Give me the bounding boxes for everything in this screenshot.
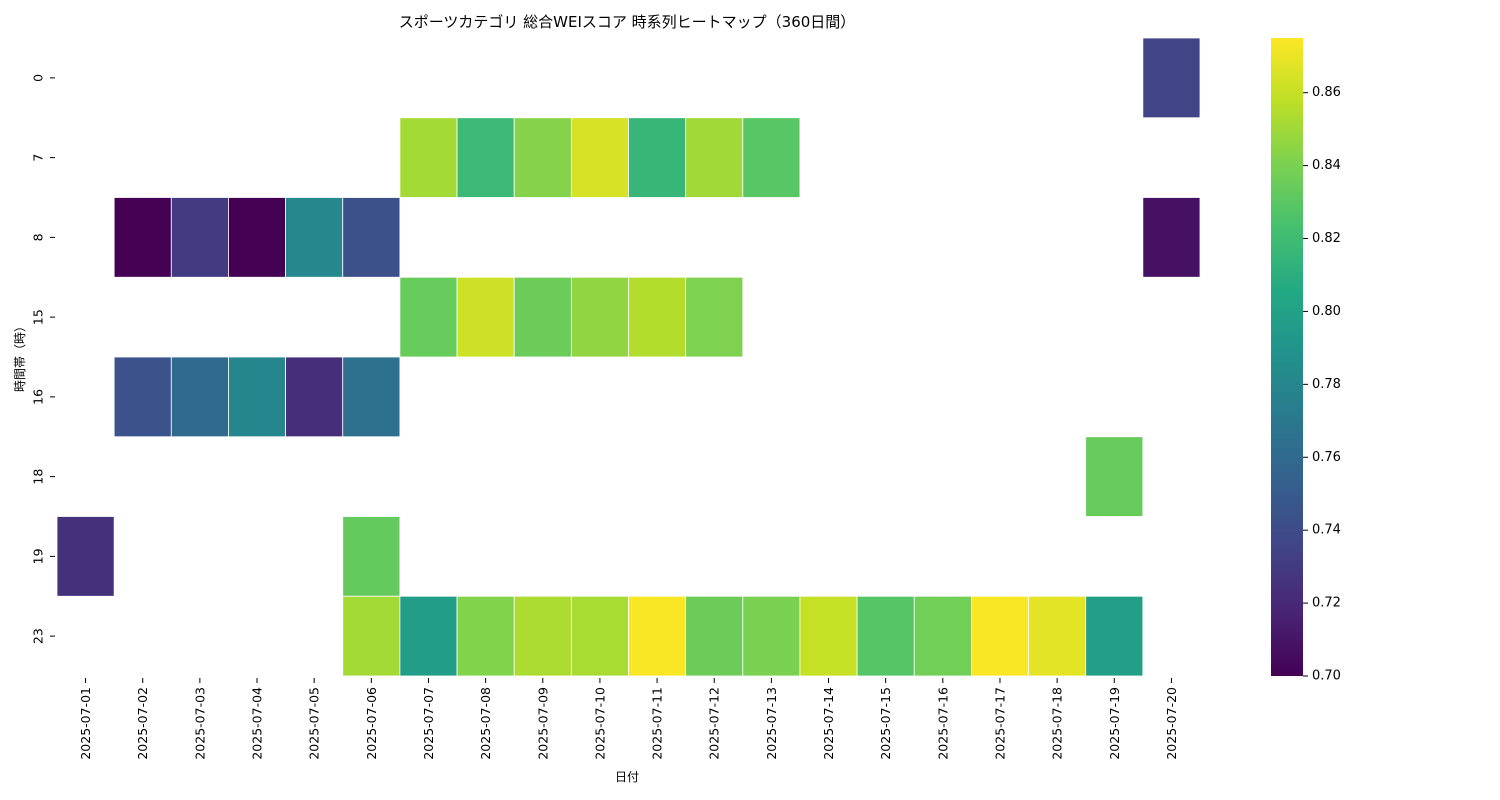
heatmap-cell: [570, 117, 629, 198]
colorbar-tick-label: 0.78: [1312, 377, 1341, 392]
heatmap-cell: [228, 197, 286, 278]
y-tick-label: 15: [31, 309, 46, 325]
colorbar-tick-label: 0.84: [1312, 158, 1341, 173]
heatmap-cell: [742, 595, 801, 677]
x-tick-label: 2025-07-05: [307, 687, 322, 760]
heatmap-cell: [742, 117, 801, 198]
x-axis-label: 日付: [615, 770, 639, 784]
heatmap-cell: [628, 276, 687, 358]
heatmap-cell: [456, 117, 515, 198]
heatmap-cell: [513, 276, 572, 358]
x-tick-label: 2025-07-04: [250, 687, 265, 760]
x-tick-label: 2025-07-03: [192, 687, 207, 760]
heatmap-cell: [1085, 436, 1144, 517]
y-tick-label: 19: [31, 548, 46, 564]
heatmap-cell: [570, 595, 629, 677]
colorbar-tick-label: 0.72: [1312, 596, 1341, 611]
heatmap-cell: [342, 516, 401, 597]
heatmap-cell: [799, 595, 858, 677]
x-tick-label: 2025-07-17: [992, 687, 1007, 760]
heatmap-cell: [285, 197, 344, 278]
colorbar-gradient: [1271, 38, 1303, 676]
x-tick-label: 2025-07-09: [535, 687, 550, 760]
y-tick-label: 0: [31, 74, 46, 82]
heatmap-cell: [56, 516, 115, 597]
colorbar-tick-label: 0.76: [1312, 450, 1341, 465]
heatmap-cell: [971, 595, 1029, 677]
colorbar-tick-label: 0.82: [1312, 231, 1341, 246]
heatmap-cell: [399, 117, 458, 198]
x-tick-label: 2025-07-18: [1050, 687, 1065, 760]
heatmap-cell: [856, 595, 915, 677]
x-tick-label: 2025-07-02: [135, 687, 150, 760]
x-tick-label: 2025-07-08: [478, 687, 493, 760]
x-tick-label: 2025-07-06: [364, 687, 379, 760]
y-tick-label: 7: [31, 154, 46, 162]
colorbar-tick-label: 0.80: [1312, 304, 1341, 319]
chart-title: スポーツカテゴリ 総合WEIスコア 時系列ヒートマップ（360日間）: [399, 13, 856, 31]
heatmap-cell: [1142, 197, 1201, 278]
heatmap-cell: [1085, 595, 1144, 677]
heatmap-cell: [1028, 595, 1087, 677]
y-tick-label: 18: [31, 469, 46, 485]
x-tick-label: 2025-07-16: [935, 687, 950, 760]
heatmap-cell: [913, 595, 972, 677]
heatmap-cell: [113, 197, 172, 278]
x-tick-label: 2025-07-19: [1107, 687, 1122, 760]
y-axis-label: 時間帯（時）: [13, 320, 27, 392]
x-tick-label: 2025-07-20: [1164, 687, 1179, 760]
heatmap-cell: [456, 276, 515, 358]
y-tick-label: 16: [31, 389, 46, 405]
heatmap-cell: [456, 595, 515, 677]
heatmap-cell: [342, 356, 401, 438]
colorbar-tick-label: 0.74: [1312, 523, 1341, 538]
heatmap-cell: [342, 595, 401, 677]
colorbar-tick-label: 0.70: [1312, 669, 1341, 684]
heatmap-cell: [570, 276, 629, 358]
heatmap-cell: [685, 595, 744, 677]
heatmap-cell: [685, 276, 744, 358]
heatmap-cell: [628, 595, 687, 677]
heatmap-cell: [513, 595, 572, 677]
heatmap-cell: [285, 356, 344, 438]
x-tick-label: 2025-07-14: [821, 687, 836, 760]
x-tick-label: 2025-07-10: [592, 687, 607, 760]
x-tick-label: 2025-07-12: [707, 687, 722, 760]
x-tick-label: 2025-07-11: [650, 687, 665, 760]
heatmap-cell: [628, 117, 687, 198]
heatmap-cell: [342, 197, 401, 278]
x-tick-label: 2025-07-01: [78, 687, 93, 760]
heatmap-cell: [1142, 37, 1201, 119]
colorbar: 0.70 0.72 0.74 0.76 0.78 0.80 0.82 0.84 0.86: [1271, 38, 1341, 684]
heatmap-cell: [170, 197, 229, 278]
heatmap-cells: [56, 37, 1201, 677]
y-tick-label: 8: [31, 233, 46, 241]
y-tick-label: 23: [31, 628, 46, 644]
heatmap-cell: [685, 117, 744, 198]
heatmap-cell: [399, 595, 458, 677]
x-tick-label: 2025-07-13: [764, 687, 779, 760]
heatmap-cell: [399, 276, 458, 358]
y-axis: 0 7 8 15 16 18 19 23: [31, 74, 55, 644]
heatmap-cell: [113, 356, 172, 438]
heatmap-cell: [170, 356, 229, 438]
x-tick-label: 2025-07-15: [878, 687, 893, 760]
colorbar-tick-label: 0.86: [1312, 85, 1341, 100]
heatmap-cell: [513, 117, 572, 198]
x-axis: 2025-07-01 2025-07-02 2025-07-03 2025-07-04…: [78, 678, 1179, 760]
heatmap-cell: [228, 356, 286, 438]
x-tick-label: 2025-07-07: [421, 687, 436, 760]
